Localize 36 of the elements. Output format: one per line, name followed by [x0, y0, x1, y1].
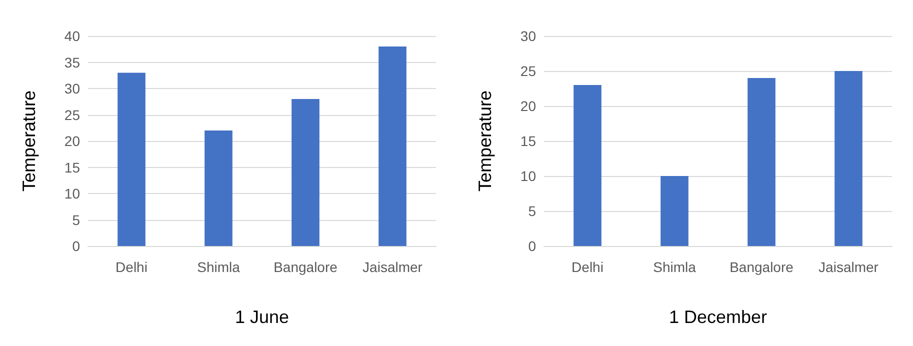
x-tick-label: Shimla: [653, 259, 696, 275]
bar: [574, 85, 602, 246]
x-tick-label: Delhi: [572, 259, 604, 275]
x-tick-label: Jaisalmer: [818, 259, 879, 275]
bar: [378, 46, 406, 246]
x-axis-title: 1 June: [234, 307, 290, 327]
y-tick-label: 10: [520, 168, 536, 184]
y-tick-label: 0: [528, 238, 536, 254]
y-tick-label: 25: [520, 63, 536, 79]
y-tick-label: 15: [520, 133, 536, 149]
y-tick-label: 10: [64, 186, 80, 202]
x-tick-label: Bangalore: [730, 259, 794, 275]
x-axis-title: 1 December: [668, 307, 768, 327]
y-tick-label: 15: [64, 159, 80, 176]
y-tick-label: 35: [64, 54, 80, 70]
bar: [834, 71, 862, 246]
y-tick-label: 20: [64, 133, 80, 149]
bar: [204, 130, 232, 246]
y-axis-title: Temperature: [475, 90, 495, 192]
y-tick-label: 20: [520, 98, 536, 114]
bar: [292, 99, 320, 246]
x-tick-label: Shimla: [197, 259, 240, 275]
y-tick-label: 5: [528, 203, 536, 219]
y-axis-title: Temperature: [19, 90, 39, 192]
bar: [660, 176, 688, 246]
x-tick-label: Bangalore: [274, 259, 338, 275]
y-tick-label: 5: [72, 212, 80, 228]
x-tick-label: Delhi: [116, 259, 148, 275]
y-tick-label: 30: [64, 80, 80, 96]
bar: [748, 78, 776, 246]
bar: [118, 72, 146, 246]
y-tick-label: 25: [64, 106, 80, 123]
x-tick-label: Jaisalmer: [362, 259, 423, 275]
y-tick-label: 40: [64, 28, 80, 44]
y-tick-label: 30: [520, 28, 536, 44]
y-tick-label: 0: [72, 238, 80, 254]
